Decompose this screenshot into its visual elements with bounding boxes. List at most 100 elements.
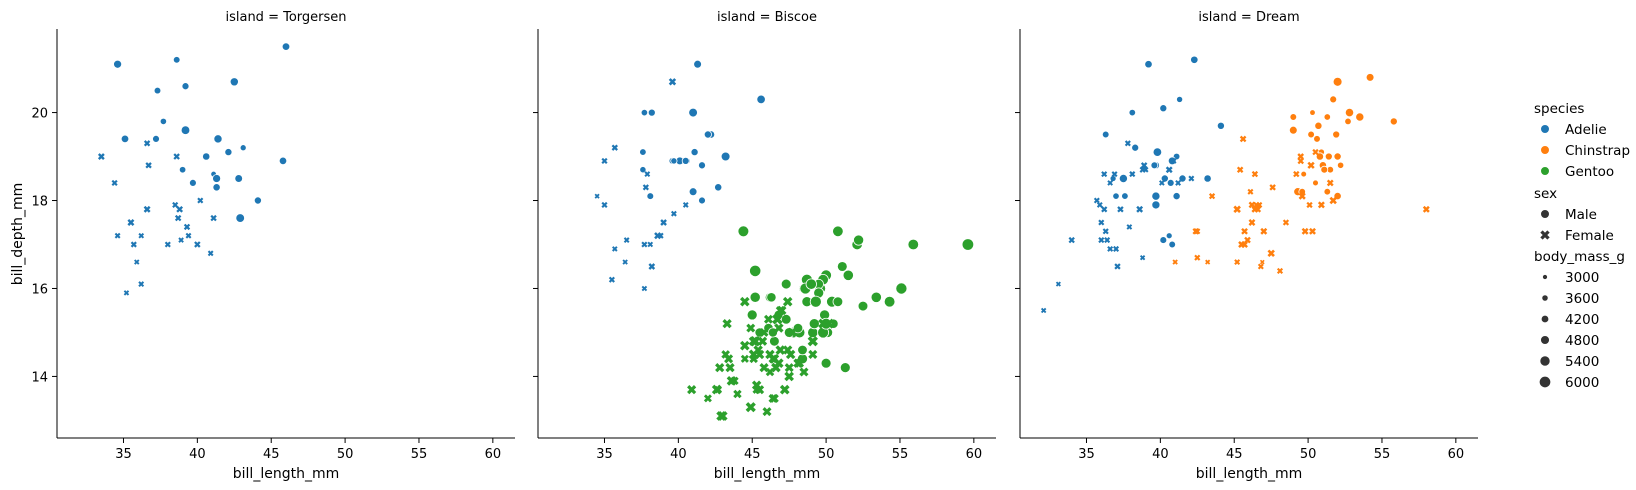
data-point-93 [722,319,732,329]
data-point-21 [668,78,677,86]
data-point-121 [1422,205,1430,213]
data-point-40 [641,285,648,292]
data-point-legend-female [1540,230,1550,240]
data-point-109 [1234,259,1241,266]
data-point-46 [961,238,975,251]
data-point-61 [820,357,832,369]
data-point-84 [1314,121,1323,130]
data-point-0 [1190,55,1199,64]
data-point-120 [1329,196,1337,205]
data-point-11 [224,148,233,157]
data-point-12 [1131,143,1140,152]
data-point-35 [1165,166,1173,174]
data-point-38 [1158,180,1165,186]
data-point-126 [799,367,809,377]
data-point-85 [1320,165,1329,174]
data-point-133 [794,358,805,368]
data-point-140 [715,363,725,373]
data-point-67 [1389,117,1398,126]
data-point-112 [1269,184,1276,191]
data-point-41 [130,241,137,248]
x-tick-label: 40 [1152,447,1169,462]
data-point-legend-male [1540,209,1550,219]
data-point-6 [703,130,712,139]
data-point-33 [210,214,217,222]
data-point-42 [832,225,844,238]
data-point-31 [197,197,204,204]
data-point-105 [1172,259,1178,265]
data-point-21 [253,196,262,205]
data-point-103 [716,411,727,421]
data-point-98 [1233,205,1241,214]
data-point-38 [185,232,192,239]
data-point-147 [775,305,785,316]
data-point-27 [647,241,654,248]
data-point-100 [1256,201,1263,208]
data-point-127 [1248,201,1256,209]
data-point-36 [114,232,121,239]
legend-size-label-3000: 3000 [1565,270,1599,286]
data-point-34 [654,232,662,240]
facet-title: island = Dream [1198,10,1299,25]
data-point-19 [1112,192,1120,200]
data-point-106 [1194,228,1201,235]
facet-title: island = Torgersen [225,10,346,25]
x-tick-label: 35 [596,447,613,462]
data-point-8 [1152,147,1163,157]
data-point-64 [1307,130,1315,139]
data-point-42 [194,241,201,248]
data-point-1 [172,56,181,64]
data-point-54 [1068,236,1075,244]
data-point-116 [1306,201,1313,209]
data-point-15 [178,166,187,174]
x-tick-label: 60 [485,447,502,462]
data-point-104 [739,340,750,351]
data-point-137 [754,349,765,360]
data-point-25 [642,184,649,191]
data-point-132 [787,327,797,338]
data-point-123 [1307,161,1315,169]
data-point-2 [640,108,649,117]
data-point-39 [1107,180,1114,186]
data-point-6 [1101,130,1110,139]
data-point-118 [1317,201,1325,209]
data-point-5 [1216,121,1225,130]
data-point-22 [235,213,245,223]
data-point-8 [159,117,168,126]
data-point-33 [670,210,677,217]
data-point-66 [1333,152,1342,161]
data-point-49 [1104,237,1111,244]
data-point-3 [647,108,656,117]
data-point-41 [737,225,750,238]
data-point-40 [1117,206,1124,213]
x-tick-label: 45 [744,447,761,462]
y-tick-label: 18 [31,195,48,210]
data-point-44 [853,234,865,246]
data-point-67 [749,291,761,303]
data-point-145 [782,296,793,307]
y-tick-label: 16 [31,282,48,297]
data-point-62 [1344,108,1355,118]
data-point-43 [1101,206,1108,213]
data-point-152 [824,318,835,329]
data-point-113 [1276,267,1284,274]
data-point-48 [1098,237,1105,244]
data-point-9 [180,125,191,135]
data-point-148 [807,336,818,347]
data-point-77 [883,295,896,308]
legend-label-male: Male [1565,207,1597,223]
legend-marker-gentoo [1540,166,1550,176]
data-point-14 [278,156,288,166]
data-point-28 [172,201,179,208]
data-point-61 [1289,113,1298,121]
data-point-30 [143,205,151,213]
data-point-139 [724,354,734,364]
legend-size-marker-3600 [1541,294,1549,302]
data-point-15 [1178,174,1187,183]
data-point-94 [763,314,773,324]
data-point-96 [703,394,712,403]
data-point-151 [759,327,769,337]
x-tick-label: 40 [670,447,687,462]
data-point-16 [1203,174,1212,183]
